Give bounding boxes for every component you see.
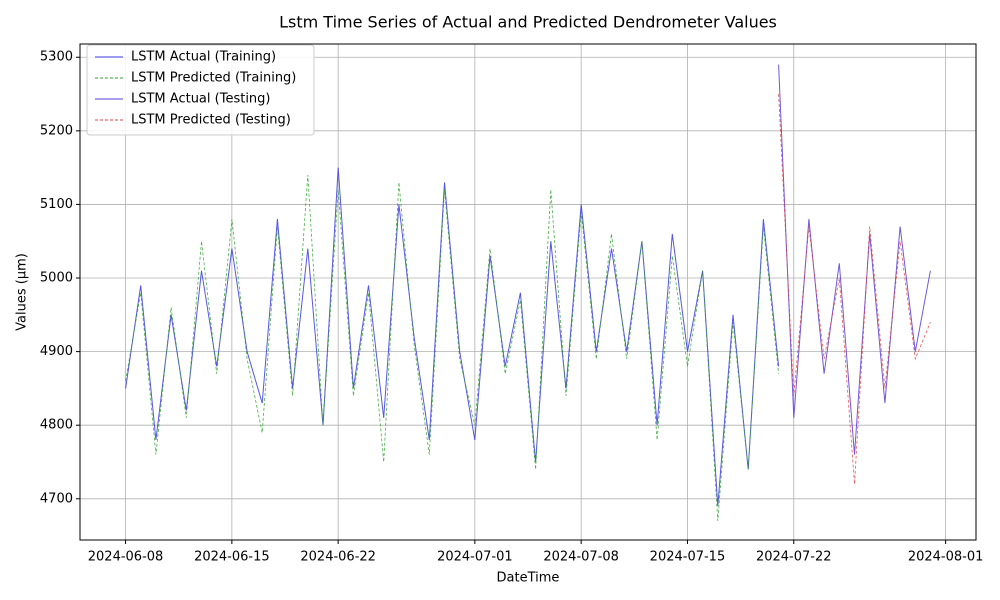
x-tick-label: 2024-08-01 xyxy=(908,550,984,565)
series-line xyxy=(125,167,780,507)
x-tick-label: 2024-07-01 xyxy=(437,550,513,565)
legend-label: LSTM Actual (Training) xyxy=(131,50,276,65)
x-axis-label: DateTime xyxy=(497,571,560,586)
x-tick-label: 2024-06-08 xyxy=(88,550,164,565)
y-tick-label: 5000 xyxy=(40,271,73,286)
plot-frame xyxy=(79,43,977,541)
y-tick-label: 5100 xyxy=(40,197,73,212)
x-tick-label: 2024-07-15 xyxy=(650,550,726,565)
x-tick-label: 2024-06-15 xyxy=(194,550,270,565)
y-axis-label: Values (µm) xyxy=(15,253,30,331)
chart-title: Lstm Time Series of Actual and Predicted… xyxy=(279,13,777,32)
y-tick-label: 5200 xyxy=(40,123,73,138)
y-tick-label: 4900 xyxy=(40,344,73,359)
y-tick-label: 4700 xyxy=(40,491,73,506)
series-line xyxy=(778,64,931,455)
y-tick-label: 4800 xyxy=(40,418,73,433)
x-tick-label: 2024-06-22 xyxy=(300,550,376,565)
legend-box xyxy=(86,44,315,136)
x-tick-label: 2024-07-08 xyxy=(543,550,619,565)
legend-label: LSTM Predicted (Training) xyxy=(131,71,296,86)
y-tick-label: 5300 xyxy=(40,50,73,65)
x-tick-label: 2024-07-22 xyxy=(756,550,832,565)
series-line xyxy=(778,93,931,485)
legend-label: LSTM Actual (Testing) xyxy=(131,92,271,107)
legend-label: LSTM Predicted (Testing) xyxy=(131,113,291,128)
series-line xyxy=(125,174,779,521)
